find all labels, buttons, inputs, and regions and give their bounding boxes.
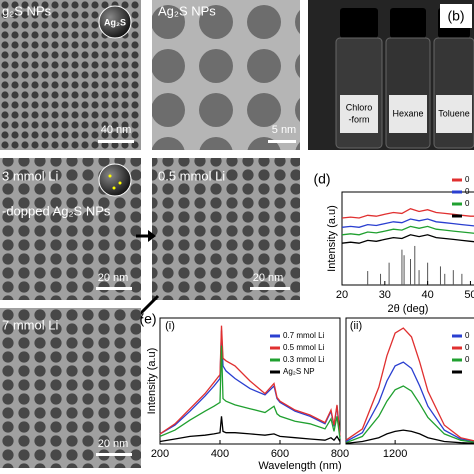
image-label: g₂S NPs [2,3,52,18]
legend-label: 0 [465,187,470,196]
legend-label: 0.3 mmol Li [283,355,325,364]
panel-label: (b) [447,8,464,24]
x-tick-label: 400 [211,448,229,460]
vials [335,8,474,149]
series-line [341,218,474,228]
x-tick-label: 40 [422,289,434,301]
vial-cap [390,8,426,38]
tem-image [152,158,300,300]
legend-label: 0 [465,199,470,208]
badge-label: Ag₂S [104,17,126,27]
image-label: 3 mmol Li [2,168,58,183]
vial-tag [340,95,378,133]
vial-cap [340,8,378,38]
series-line [159,325,341,437]
x-axis-title: 2θ (deg) [388,303,429,315]
vial-label: -form [349,114,370,124]
image-label: 0.5 mmol Li [158,168,225,183]
scale-bar [96,287,132,290]
scale-bar [98,140,134,143]
scale-label: 40 nm [101,124,132,136]
x-axis-title: Wavelength (nm) [258,460,341,472]
x-tick-label: 200 [151,448,169,460]
image-label: -dopped Ag₂S NPs [2,203,111,218]
legend-label: 0.7 mmol Li [283,331,325,340]
badge-sphere [98,163,132,197]
image-label: 7 mmol Li [2,317,58,332]
series-line [345,385,474,444]
image-label: Ag₂S NPs [158,3,216,18]
y-axis-title: Intensity (a.u) [326,205,338,272]
scale-bar [268,140,296,143]
x-tick-label: 1200 [383,448,407,460]
dopant-dot [108,174,112,178]
legend-label: Ag₂S NP [283,367,315,376]
scale-label: 5 nm [272,124,296,136]
scale-label: 20 nm [253,272,284,284]
x-tick-label: 50 [464,289,474,301]
x-tick-label: 20 [336,289,348,301]
scale-bar [250,287,290,290]
badge-sphere [98,5,132,39]
series-line [345,327,474,442]
y-axis-title: Intensity (a.u) [146,348,158,415]
dopant-dot [118,181,122,185]
series-line [159,416,341,443]
legend-label: 0 [465,331,470,340]
legend-label: 0.5 mmol Li [283,343,325,352]
series-line [345,361,474,443]
tem-image [152,0,300,150]
scale-label: 20 nm [98,438,129,450]
vial-tag [389,95,427,133]
series-line [341,234,474,244]
arrow-head [148,230,156,242]
scale-bar [96,453,132,456]
vial-label: Chloro [346,102,373,112]
tem-image [0,308,141,468]
vial-tag [436,95,472,133]
plot-area [341,191,474,286]
x-tick-label: 600 [271,448,289,460]
vial-label: Toluene [438,108,470,118]
series-line [341,225,474,236]
legend-label: 0 [465,343,470,352]
vial-label: Hexane [392,108,423,118]
subpanel-label: (i) [165,320,175,332]
panel-label-bg [440,4,472,28]
scale-label: 20 nm [98,272,129,284]
panel-label: (d) [313,171,330,187]
legend-label: 0 [465,175,470,184]
legend-label: 0 [465,355,470,364]
arrow [138,294,160,316]
series-line [345,429,474,445]
x-tick-label: 800 [331,448,349,460]
series-line [159,345,341,440]
dopant-dot [112,186,116,190]
subpanel-label: (ii) [350,320,362,332]
x-tick-label: 30 [379,289,391,301]
panel-label: (e) [139,311,156,327]
